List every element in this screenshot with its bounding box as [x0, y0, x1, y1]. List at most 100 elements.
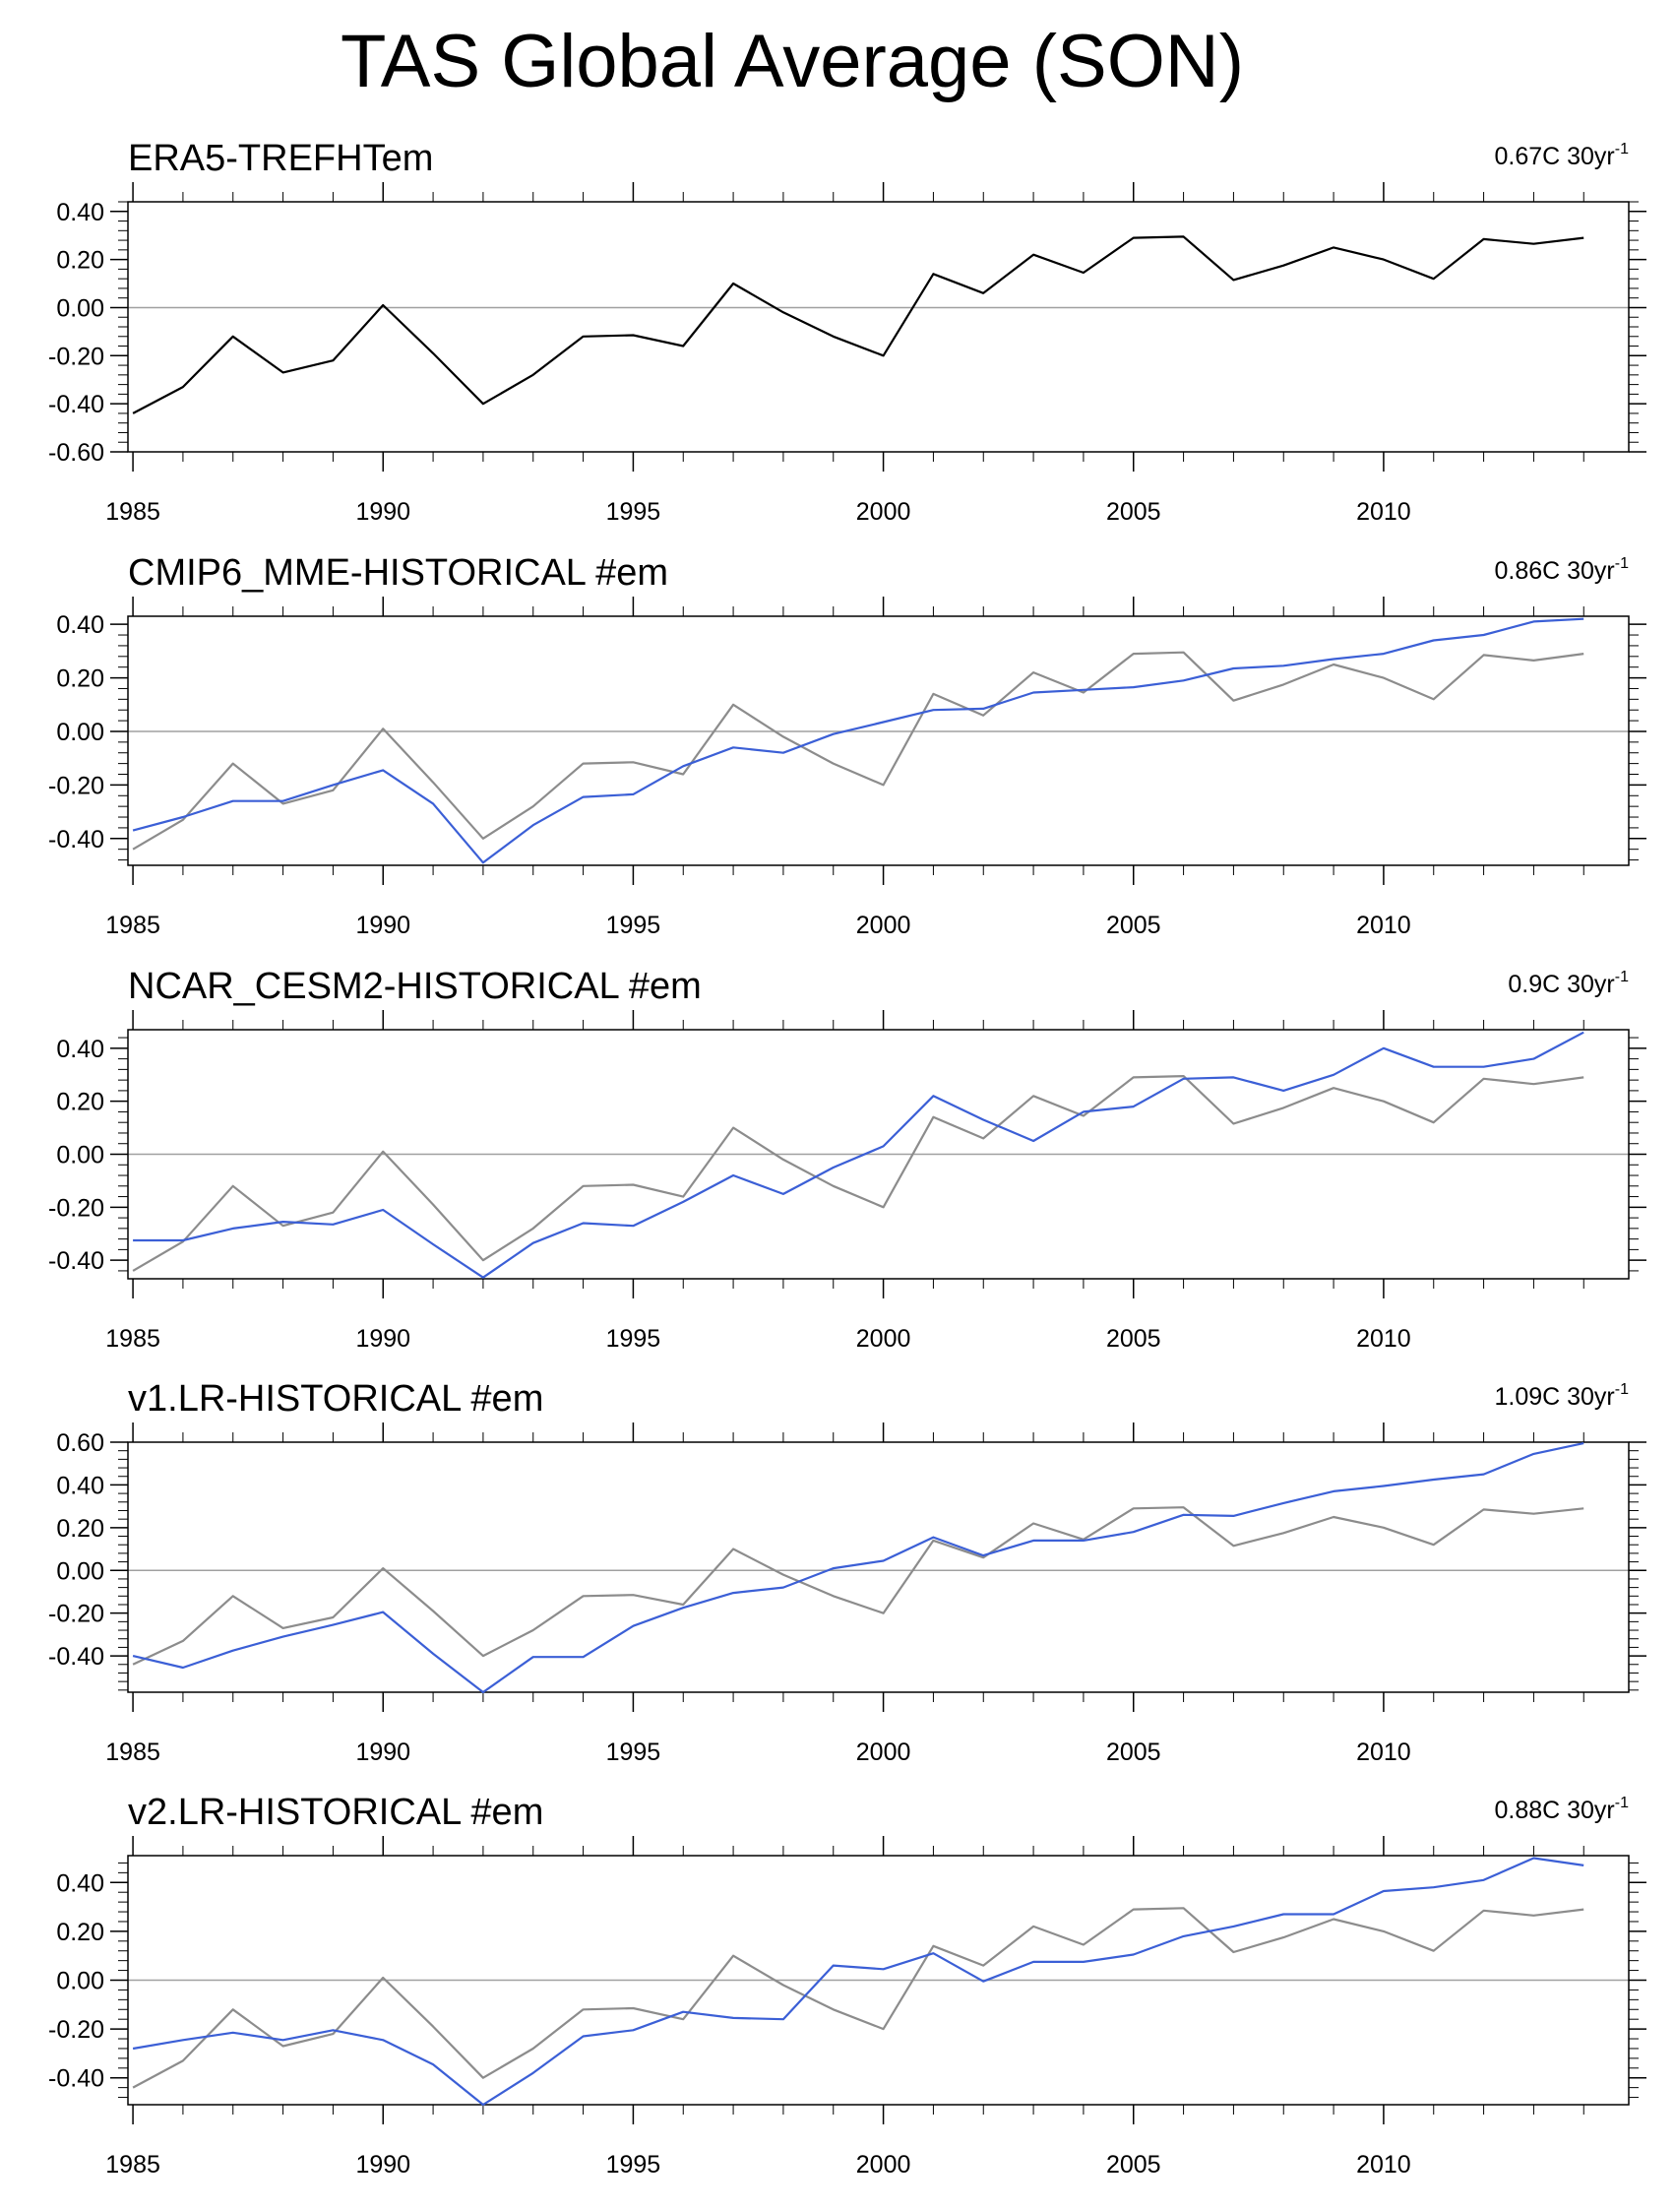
panel-title: CMIP6_MME-HISTORICAL #em: [128, 552, 668, 594]
data-point: [1231, 1924, 1236, 1928]
data-point: [180, 1666, 185, 1671]
y-tick-label: 0.20: [56, 665, 104, 693]
y-tick-label: -0.20: [48, 343, 104, 370]
x-tick-label: 1995: [606, 1325, 661, 1353]
series-line: [132, 1857, 1584, 2107]
panel-title: v2.LR-HISTORICAL #em: [128, 1792, 543, 1833]
data-point: [681, 2017, 686, 2022]
data-point: [381, 2038, 386, 2043]
data-point: [1281, 1088, 1286, 1093]
data-point: [1281, 664, 1286, 668]
data-point: [1131, 1506, 1136, 1511]
data-point: [1131, 1075, 1136, 1080]
data-point: [530, 823, 535, 828]
data-point: [1381, 1099, 1386, 1104]
x-tick-label: 1985: [105, 2151, 160, 2179]
data-point: [1582, 652, 1586, 657]
data-point: [131, 1662, 136, 1667]
x-tick-label: 2000: [856, 1738, 911, 1766]
data-point: [1481, 1472, 1486, 1477]
plot-frame: [127, 201, 1630, 453]
panel-5: v2.LR-HISTORICAL #em 0.88C 30yr-1 -0.40 -0.…: [48, 1792, 1646, 2179]
y-tick-label: 0.40: [56, 1036, 104, 1063]
data-point: [1431, 1120, 1436, 1125]
data-point: [981, 1136, 986, 1141]
data-point: [1231, 1513, 1236, 1518]
data-point: [731, 1591, 736, 1596]
data-point: [1531, 1082, 1536, 1087]
data-point: [1281, 682, 1286, 687]
series-line: [132, 235, 1584, 414]
data-point: [1481, 1076, 1486, 1081]
data-point: [1381, 652, 1386, 657]
data-point: [381, 1976, 386, 1981]
trend-label: 0.86C 30yr-1: [1494, 555, 1629, 585]
data-point: [1531, 241, 1536, 246]
data-point: [280, 2038, 285, 2043]
data-point: [1582, 1907, 1586, 1912]
y-tick-label: 0.40: [56, 1472, 104, 1499]
data-point: [131, 1237, 136, 1242]
data-point: [1332, 1072, 1336, 1077]
data-point: [1481, 633, 1486, 638]
data-point: [1381, 1045, 1386, 1050]
data-point: [1281, 1935, 1286, 1940]
panels: ERA5-TREFHTem 0.67C 30yr-1-0.60-0.40-0.20…: [48, 138, 1646, 2179]
data-point: [631, 1623, 636, 1628]
x-tick-label: 1990: [355, 1325, 410, 1353]
y-tick-label: -0.20: [48, 2016, 104, 2044]
data-point: [381, 1149, 386, 1154]
data-point: [1481, 653, 1486, 658]
data-point: [780, 1585, 785, 1590]
trend-label: 0.88C 30yr-1: [1494, 1795, 1629, 1824]
data-point: [230, 798, 235, 803]
data-point: [931, 1943, 936, 1948]
data-point: [1481, 1908, 1486, 1913]
data-point: [1332, 1514, 1336, 1519]
data-point: [1081, 1959, 1086, 1964]
data-point: [431, 1651, 436, 1656]
data-point: [881, 1144, 886, 1149]
x-tick-label: 1985: [105, 1325, 160, 1353]
series-line: [132, 1442, 1584, 1694]
data-point: [1332, 662, 1336, 666]
data-point: [1431, 1064, 1436, 1069]
trend-value: 0.86C 30yr: [1494, 557, 1614, 585]
data-point: [1281, 1912, 1286, 1917]
data-point: [581, 2034, 586, 2039]
data-point: [631, 1593, 636, 1598]
data-point: [331, 358, 336, 363]
data-point: [131, 828, 136, 833]
data-point: [1431, 1885, 1436, 1890]
data-point: [1131, 1952, 1136, 1957]
data-point: [331, 2028, 336, 2033]
data-point: [1431, 1543, 1436, 1548]
y-tick-label: -0.40: [48, 391, 104, 418]
data-point: [1231, 1075, 1236, 1080]
data-point: [1181, 1076, 1186, 1081]
x-tick-label: 1985: [105, 498, 160, 526]
data-point: [131, 411, 136, 415]
data-point: [1481, 1877, 1486, 1882]
x-tick-label: 2005: [1106, 1325, 1161, 1353]
data-point: [1031, 1924, 1036, 1928]
data-point: [1031, 252, 1036, 257]
data-point: [1081, 1109, 1086, 1114]
data-point: [681, 764, 686, 769]
data-point: [731, 2015, 736, 2020]
data-point: [881, 2027, 886, 2032]
data-point: [1131, 685, 1136, 690]
data-point: [780, 1157, 785, 1162]
data-point: [431, 2024, 436, 2029]
x-tick-label: 2000: [856, 912, 911, 939]
data-point: [780, 1572, 785, 1577]
data-point: [731, 745, 736, 750]
data-point: [780, 1983, 785, 1988]
data-point: [1231, 1949, 1236, 1954]
series-era5: [132, 1074, 1584, 1272]
data-point: [230, 2030, 235, 2035]
y-tick-label: -0.20: [48, 1601, 104, 1628]
data-point: [480, 1258, 485, 1263]
x-tick-label: 2005: [1106, 2151, 1161, 2179]
y-tick-label: 0.20: [56, 1089, 104, 1116]
